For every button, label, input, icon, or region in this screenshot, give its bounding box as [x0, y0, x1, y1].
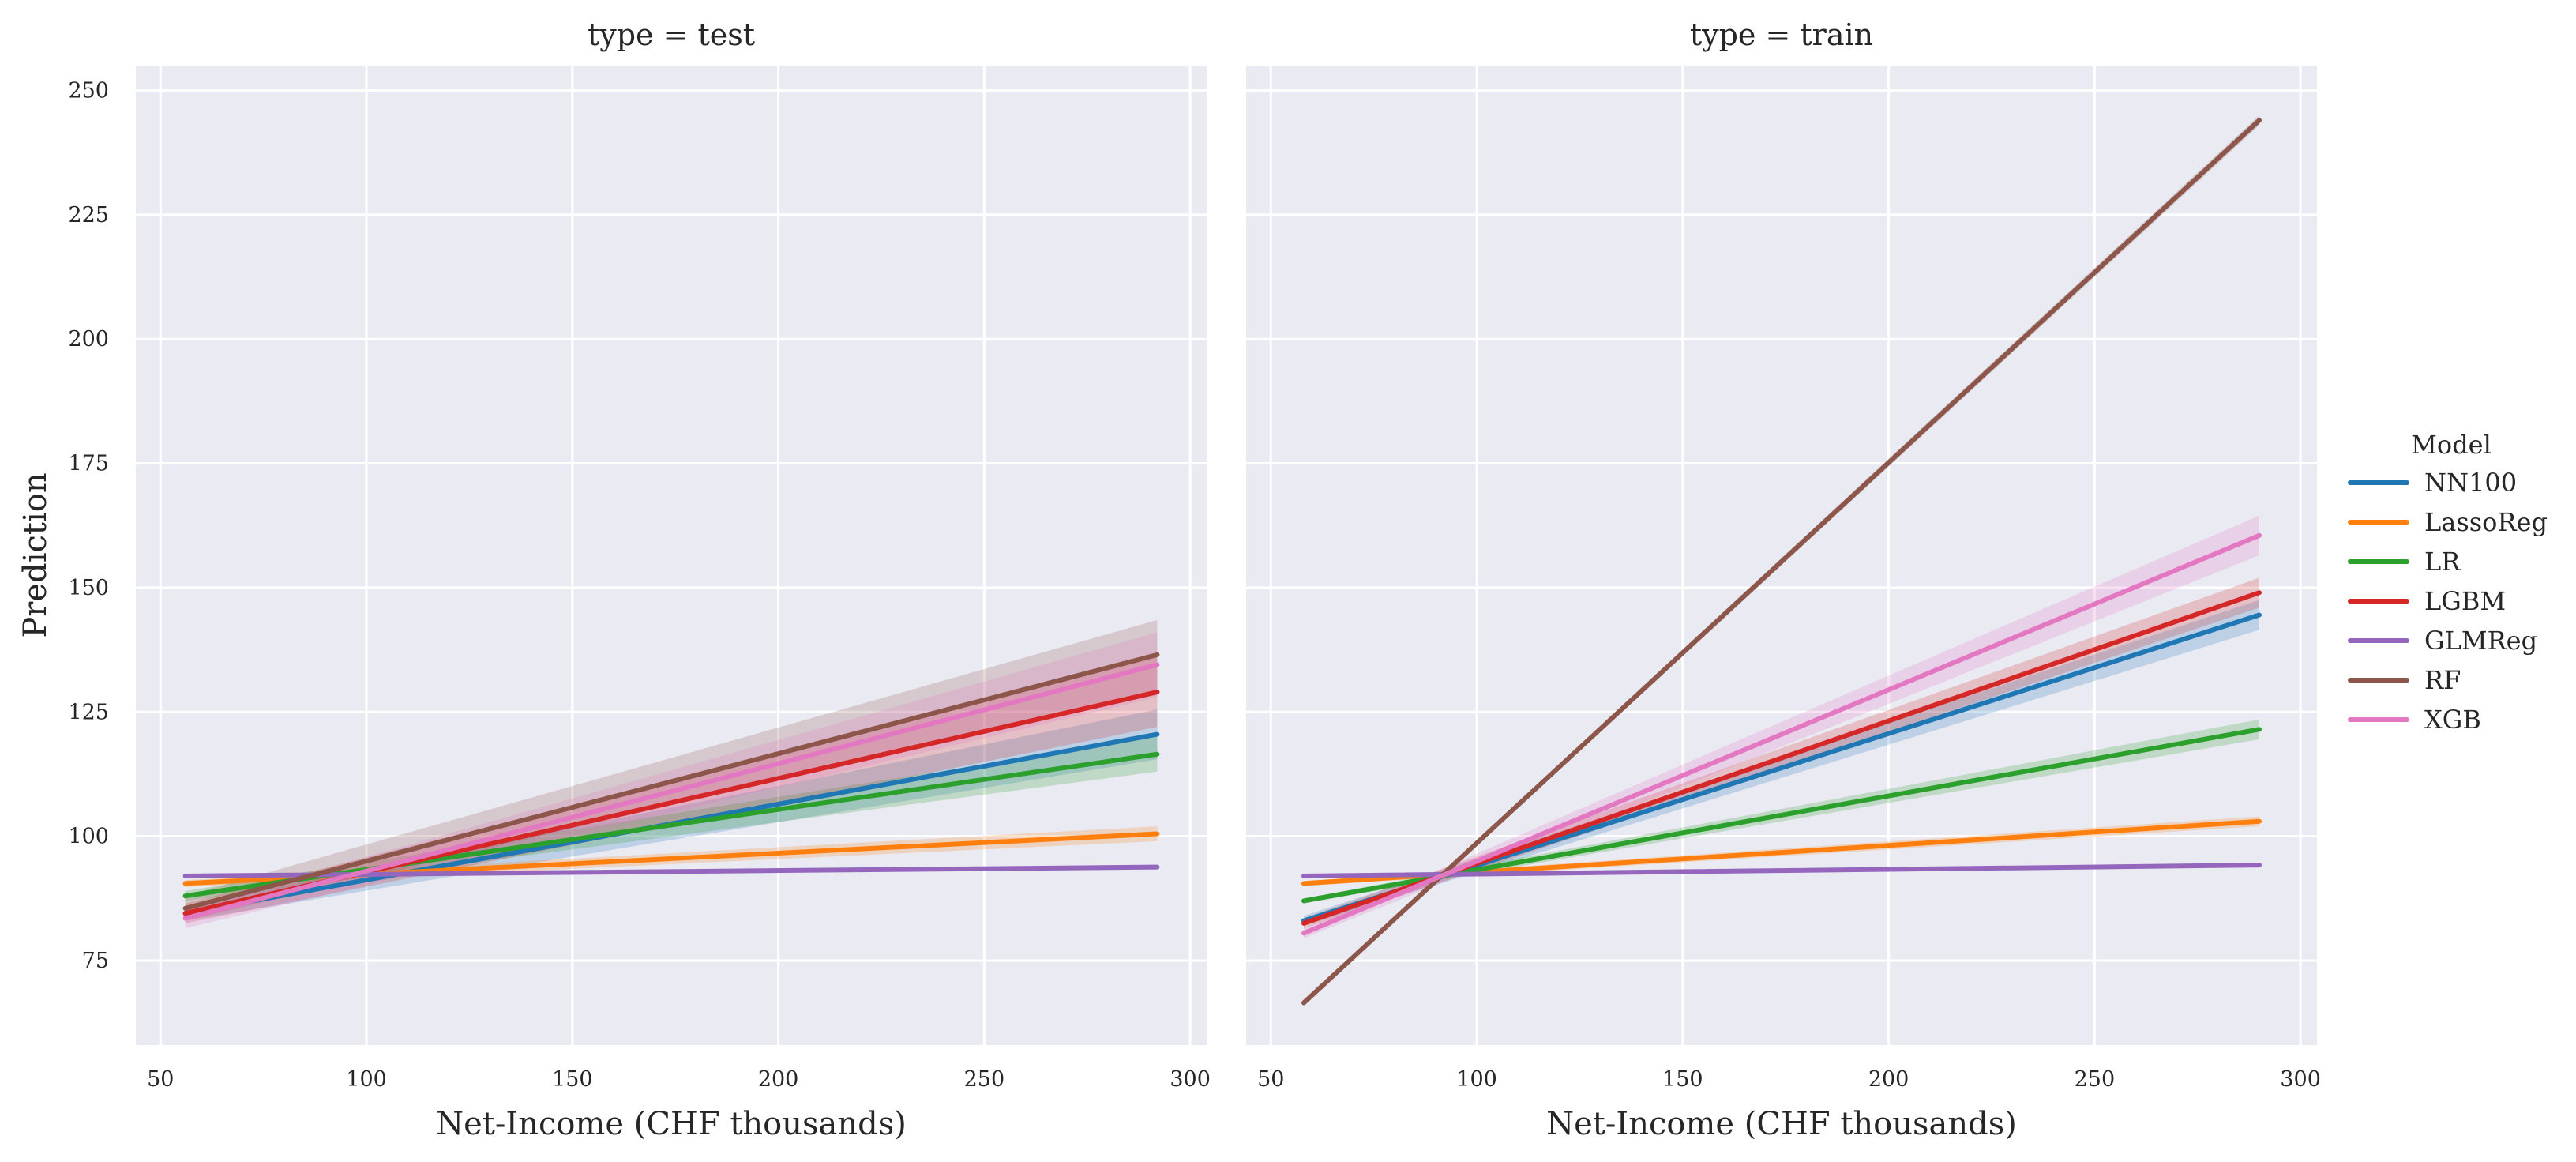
facet-panel-test: 50 100 150 200 250 300 75 100 125 150 175 200 225 250… — [17, 17, 1211, 1142]
x-tick-label: 100 — [1456, 1067, 1497, 1092]
y-tick-label: 225 — [68, 203, 109, 228]
y-tick-label: 200 — [68, 327, 109, 352]
x-tick-label: 100 — [346, 1067, 387, 1092]
x-tick-label: 250 — [964, 1067, 1005, 1092]
legend-label: LassoReg — [2424, 507, 2548, 537]
series-line-xgb — [1301, 532, 2262, 936]
legend-item-lr: LR — [2348, 547, 2461, 577]
y-tick-label: 75 — [82, 949, 109, 973]
y-axis-label: Prediction — [17, 472, 54, 637]
x-tick-label: 50 — [1257, 1067, 1284, 1092]
x-tick-label: 250 — [2075, 1067, 2116, 1092]
legend-label: XGB — [2424, 705, 2481, 735]
x-tick-label: 50 — [147, 1067, 174, 1092]
facet-title: type = test — [588, 17, 755, 52]
facet-title: type = train — [1690, 17, 1873, 52]
legend-label: GLMReg — [2424, 626, 2537, 656]
y-tick-label: 100 — [68, 825, 109, 849]
series-line-glmreg — [1301, 863, 2262, 878]
y-tick-label: 125 — [68, 700, 109, 724]
legend-label: LR — [2424, 547, 2461, 577]
x-tick-label: 300 — [2280, 1067, 2321, 1092]
series-line-rf — [182, 652, 1160, 911]
x-tick-label: 150 — [1662, 1067, 1703, 1092]
x-tick-label: 150 — [552, 1067, 593, 1092]
facet-panel-train: 50 100 150 200 250 300 type = train Net-Income … — [1246, 17, 2321, 1142]
legend-item-glmreg: GLMReg — [2348, 626, 2537, 656]
series-line-xgb — [182, 662, 1160, 921]
x-tick-label: 200 — [1868, 1067, 1909, 1092]
chart-legend: Model NN100 LassoReg LR LGBM GLMReg RF XGB — [2348, 430, 2548, 735]
legend-item-lgbm: LGBM — [2348, 586, 2506, 616]
legend-item-rf: RF — [2348, 665, 2461, 695]
legend-item-lassoreg: LassoReg — [2348, 507, 2548, 537]
x-tick-label: 300 — [1170, 1067, 1211, 1092]
x-axis-label: Net-Income (CHF thousands) — [1546, 1106, 2017, 1142]
x-tick-label: 200 — [758, 1067, 799, 1092]
y-tick-label: 250 — [68, 78, 109, 103]
legend-label: LGBM — [2424, 586, 2506, 616]
legend-label: NN100 — [2424, 468, 2517, 498]
y-tick-label: 150 — [68, 576, 109, 600]
series-line-rf — [1301, 118, 2262, 1006]
legend-label: RF — [2424, 665, 2461, 695]
y-tick-label: 175 — [68, 452, 109, 476]
legend-item-xgb: XGB — [2348, 705, 2481, 735]
legend-title: Model — [2411, 430, 2492, 460]
legend-item-nn100: NN100 — [2348, 468, 2517, 498]
chart-panels: 50 100 150 200 250 300 75 100 125 150 175 200 225 250… — [17, 17, 2321, 1142]
x-axis-label: Net-Income (CHF thousands) — [436, 1106, 907, 1142]
